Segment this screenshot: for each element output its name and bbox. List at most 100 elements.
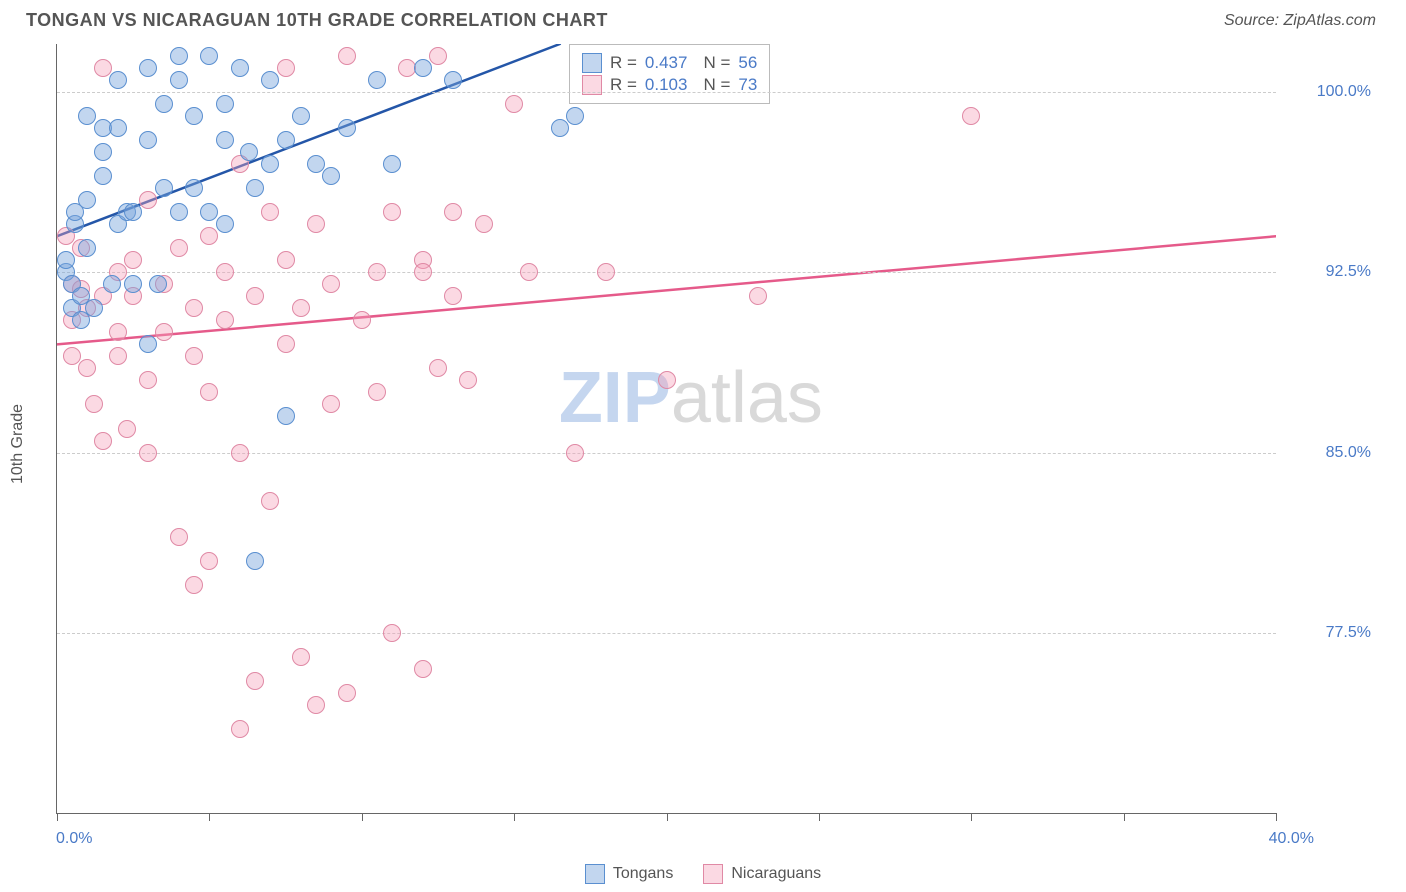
tongan-point bbox=[551, 119, 569, 137]
x-tick bbox=[667, 813, 668, 821]
nica-point bbox=[246, 287, 264, 305]
tongan-point bbox=[94, 143, 112, 161]
tongan-point bbox=[185, 179, 203, 197]
nica-point bbox=[85, 395, 103, 413]
x-max-label: 40.0% bbox=[1269, 830, 1314, 848]
nica-point bbox=[170, 239, 188, 257]
nica-point bbox=[444, 203, 462, 221]
tongan-point bbox=[57, 251, 75, 269]
nica-point bbox=[277, 251, 295, 269]
tongan-point bbox=[216, 215, 234, 233]
nica-point bbox=[338, 684, 356, 702]
watermark-zip: ZIP bbox=[559, 358, 671, 438]
y-tick-label: 85.0% bbox=[1286, 444, 1371, 462]
nica-point bbox=[155, 323, 173, 341]
nica-point bbox=[338, 47, 356, 65]
nica-point bbox=[429, 47, 447, 65]
tongan-point bbox=[216, 131, 234, 149]
nica-point bbox=[475, 215, 493, 233]
nica-point bbox=[353, 311, 371, 329]
tongan-legend-swatch bbox=[585, 864, 605, 884]
nica-point bbox=[63, 347, 81, 365]
x-tick bbox=[1276, 813, 1277, 821]
tongan-point bbox=[170, 203, 188, 221]
nica-point bbox=[566, 444, 584, 462]
nica-point bbox=[307, 215, 325, 233]
x-tick bbox=[514, 813, 515, 821]
tongan-point bbox=[139, 335, 157, 353]
x-tick bbox=[57, 813, 58, 821]
watermark: ZIPatlas bbox=[559, 357, 823, 439]
chart-container: 10th Grade ZIPatlas R = 0.437 N = 56 R =… bbox=[26, 44, 1376, 844]
tongan-point bbox=[109, 71, 127, 89]
x-tick bbox=[971, 813, 972, 821]
tongan-point bbox=[200, 203, 218, 221]
nica-point bbox=[429, 359, 447, 377]
nica-point bbox=[246, 672, 264, 690]
tongan-point bbox=[307, 155, 325, 173]
tongan-point bbox=[155, 95, 173, 113]
tongan-point bbox=[124, 203, 142, 221]
legend-item-nica: Nicaraguans bbox=[703, 864, 821, 884]
tongan-r-value: 0.437 bbox=[645, 53, 688, 73]
nica-point bbox=[322, 395, 340, 413]
watermark-atlas: atlas bbox=[671, 358, 823, 438]
tongan-point bbox=[200, 47, 218, 65]
tongan-n-value: 56 bbox=[738, 53, 757, 73]
nica-point bbox=[185, 299, 203, 317]
tongan-point bbox=[261, 155, 279, 173]
gridline bbox=[57, 633, 1276, 634]
nica-point bbox=[124, 251, 142, 269]
nica-point bbox=[231, 720, 249, 738]
y-tick-label: 92.5% bbox=[1286, 263, 1371, 281]
tongan-point bbox=[149, 275, 167, 293]
nica-point bbox=[505, 95, 523, 113]
tongan-point bbox=[444, 71, 462, 89]
tongan-point bbox=[185, 107, 203, 125]
nica-point bbox=[962, 107, 980, 125]
nica-legend-label: Nicaraguans bbox=[731, 865, 821, 883]
nica-point bbox=[200, 227, 218, 245]
tongan-point bbox=[246, 179, 264, 197]
nica-point bbox=[139, 191, 157, 209]
nica-point bbox=[109, 323, 127, 341]
plot-area: ZIPatlas R = 0.437 N = 56 R = 0.103 N = … bbox=[56, 44, 1276, 814]
y-tick-label: 100.0% bbox=[1286, 83, 1371, 101]
tongan-point bbox=[155, 179, 173, 197]
nica-point bbox=[277, 59, 295, 77]
stats-row-tongan: R = 0.437 N = 56 bbox=[582, 53, 757, 73]
tongan-point bbox=[78, 191, 96, 209]
nica-point bbox=[200, 552, 218, 570]
nica-point bbox=[78, 359, 96, 377]
nica-point bbox=[94, 59, 112, 77]
nica-point bbox=[109, 347, 127, 365]
nica-point bbox=[307, 696, 325, 714]
nica-point bbox=[261, 492, 279, 510]
nica-point bbox=[368, 263, 386, 281]
nica-point bbox=[444, 287, 462, 305]
stats-n-label: N = bbox=[703, 53, 730, 73]
nica-point bbox=[383, 203, 401, 221]
tongan-point bbox=[109, 119, 127, 137]
stats-r-label: R = bbox=[610, 53, 637, 73]
tongan-point bbox=[139, 131, 157, 149]
tongan-point bbox=[170, 71, 188, 89]
nica-point bbox=[185, 347, 203, 365]
nica-point bbox=[368, 383, 386, 401]
tongan-point bbox=[368, 71, 386, 89]
nica-point bbox=[383, 624, 401, 642]
tongan-swatch bbox=[582, 53, 602, 73]
chart-source: Source: ZipAtlas.com bbox=[1224, 12, 1376, 30]
nica-point bbox=[658, 371, 676, 389]
tongan-point bbox=[240, 143, 258, 161]
nica-point bbox=[277, 335, 295, 353]
tongan-point bbox=[246, 552, 264, 570]
gridline bbox=[57, 272, 1276, 273]
nica-legend-swatch bbox=[703, 864, 723, 884]
legend-item-tongan: Tongans bbox=[585, 864, 674, 884]
nica-point bbox=[459, 371, 477, 389]
tongan-point bbox=[277, 131, 295, 149]
gridline bbox=[57, 92, 1276, 93]
legend-bottom: Tongans Nicaraguans bbox=[0, 864, 1406, 884]
nica-point bbox=[597, 263, 615, 281]
